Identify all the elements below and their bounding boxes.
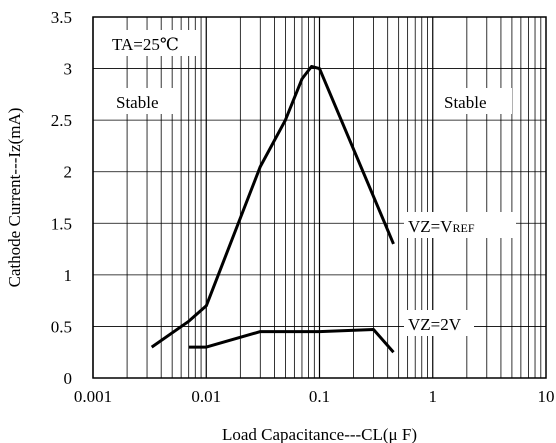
x-tick-label: 0.01 xyxy=(191,387,221,406)
y-tick-label: 2.5 xyxy=(51,111,72,130)
y-axis-title: Cathode Current---Iz(mA) xyxy=(5,108,24,288)
y-tick-label: 3.5 xyxy=(51,8,72,27)
annotations: TA=25℃ Stable Stable VZ=VREF VZ=2V xyxy=(108,30,516,336)
series-label-2v: VZ=2V xyxy=(408,315,462,334)
y-tick-label: 0.5 xyxy=(51,317,72,336)
temperature-label-bg xyxy=(108,30,196,56)
y-axis: 0 0.5 1 1.5 2 2.5 3 3.5 xyxy=(51,8,72,388)
y-tick-label: 1 xyxy=(64,266,73,285)
x-tick-label: 10 xyxy=(538,387,555,406)
y-tick-label: 0 xyxy=(64,369,73,388)
x-axis: 0.001 0.01 0.1 1 10 xyxy=(74,387,555,406)
series-line-1 xyxy=(150,65,395,349)
series-label-vref-subscript: REF xyxy=(453,221,475,235)
x-tick-label: 0.1 xyxy=(309,387,330,406)
x-tick-label: 0.001 xyxy=(74,387,112,406)
series-label-2v-bg xyxy=(404,310,474,336)
stable-left-label: Stable xyxy=(116,93,159,112)
temperature-label: TA=25℃ xyxy=(112,35,179,54)
stable-right-label-bg xyxy=(440,88,512,114)
plot-frame xyxy=(92,16,547,379)
series-label-vref: VZ=VREF xyxy=(408,217,475,236)
y-tick-label: 3 xyxy=(64,60,73,79)
series-line-2 xyxy=(188,328,395,354)
series xyxy=(150,65,395,354)
y-tick-label: 2 xyxy=(64,163,73,182)
x-tick-label: 1 xyxy=(429,387,438,406)
stable-right-label: Stable xyxy=(444,93,487,112)
y-tick-label: 1.5 xyxy=(51,214,72,233)
x-axis-title: Load Capacitance---CL(μ F) xyxy=(222,425,417,443)
series-label-vref-bg xyxy=(404,212,516,238)
stable-left-label-bg xyxy=(112,88,174,114)
